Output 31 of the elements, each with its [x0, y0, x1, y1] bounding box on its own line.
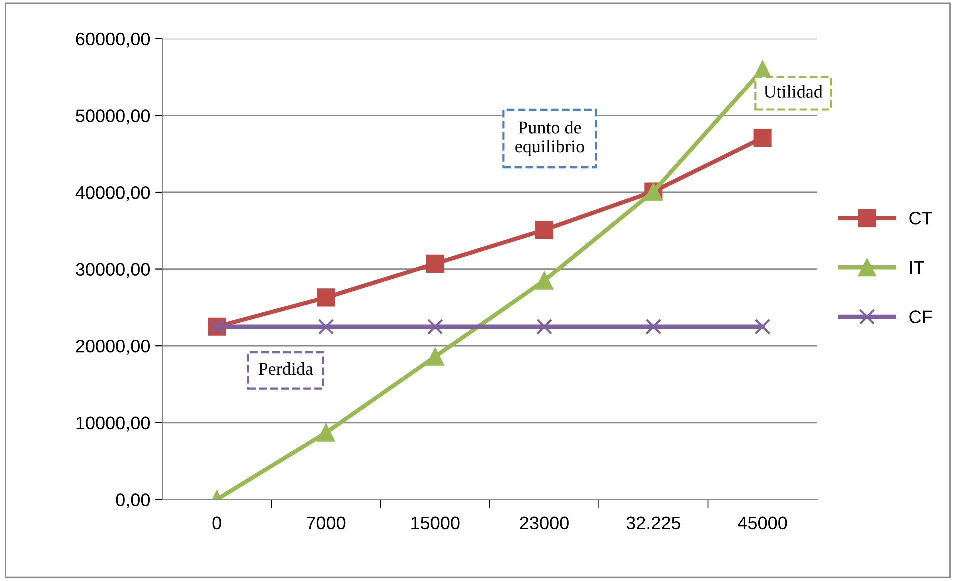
- point: [317, 288, 336, 307]
- point: [427, 318, 444, 335]
- y-tick-label: 30000,00: [76, 263, 150, 278]
- point: [426, 348, 444, 366]
- x-tick-label: 23000: [520, 516, 569, 530]
- point: [754, 318, 771, 335]
- point: [754, 128, 772, 148]
- annotation: Punto de equilibrio: [516, 121, 584, 156]
- y-tick-label: 0,00: [116, 494, 150, 509]
- legend-label: CT: [910, 212, 932, 225]
- point: [535, 221, 554, 240]
- legend-label: IT: [910, 262, 924, 274]
- point: [426, 254, 444, 273]
- y-tick-label: 50000,00: [76, 110, 150, 125]
- y-tick-label: 40000,00: [76, 186, 150, 202]
- point: [646, 318, 662, 335]
- annotation: Perdida: [258, 362, 314, 376]
- point: [535, 272, 554, 290]
- y-tick-label: 60000,00: [76, 32, 150, 48]
- y-tick-label: 20000,00: [76, 340, 150, 355]
- annotation: Utilidad: [764, 85, 823, 98]
- point: [317, 424, 336, 442]
- x-tick-label: 32.225: [626, 516, 681, 530]
- x-tick-label: 45000: [738, 516, 788, 530]
- x-tick-label: 0: [212, 516, 222, 530]
- x-tick-label: 15000: [412, 516, 460, 530]
- legend-label: CF: [910, 310, 932, 324]
- y-tick-label: 10000,00: [76, 416, 150, 432]
- x-tick-label: 7000: [307, 516, 346, 530]
- point: [318, 318, 334, 335]
- point: [536, 318, 553, 335]
